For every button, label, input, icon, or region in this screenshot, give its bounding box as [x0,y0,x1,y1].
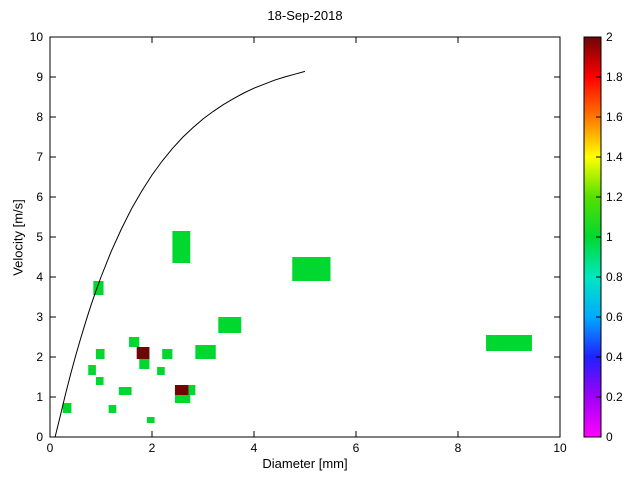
y-tick-label: 6 [36,190,43,204]
y-tick-label: 1 [36,390,43,404]
plot-box [49,36,561,438]
heatmap-cell [146,417,155,423]
heatmap-cell [157,367,165,375]
colorbar-tick-label: 0.8 [606,270,623,284]
heatmap-cell [292,257,331,281]
x-tick-label: 2 [149,441,156,455]
colorbar-tick-label: 0.4 [606,350,623,364]
colorbar-tick-label: 1.6 [606,110,623,124]
y-tick-label: 2 [36,350,43,364]
heatmap-cell [174,385,189,395]
x-tick-label: 4 [251,441,258,455]
terminal-velocity-curve [54,70,306,438]
heatmap-cell [139,359,150,369]
heatmap-cell [95,377,104,385]
heatmap-cell [188,385,196,395]
colorbar-tick-label: 0 [606,430,613,444]
colorbar-tick-label: 1.8 [606,70,623,84]
y-tick-label: 4 [36,270,43,284]
y-tick-label: 8 [36,110,43,124]
heatmap-cell [136,347,150,359]
y-tick-label: 5 [36,230,43,244]
y-tick-label: 3 [36,310,43,324]
heatmap-cell [195,345,216,359]
heatmap-cell [95,349,105,359]
heatmap-cell [174,395,191,403]
heatmap-cell [218,317,242,333]
y-tick-label: 7 [36,150,43,164]
colorbar-tick-label: 2 [606,30,613,44]
heatmap-cell [172,231,191,263]
heatmap-cell [118,387,132,395]
y-axis-label: Velocity [m/s] [10,199,26,276]
heatmap-cell [88,365,96,375]
colorbar-tick-label: 1.4 [606,150,623,164]
heatmap-cell [93,281,104,295]
x-tick-label: 8 [455,441,462,455]
heatmap-cell [108,405,117,413]
x-tick-label: 10 [553,441,567,455]
heatmap-cell [162,349,173,359]
y-tick-label: 10 [30,30,44,44]
x-tick-label: 0 [47,441,54,455]
colorbar-tick-label: 1.2 [606,190,623,204]
heatmap-cell [129,337,140,347]
x-axis-label: Diameter [mm] [262,456,348,471]
y-tick-label: 9 [36,70,43,84]
x-tick-label: 6 [353,441,360,455]
colorbar-tick-label: 0.6 [606,310,623,324]
colorbar-tick-label: 1 [606,230,613,244]
heatmap-cell [62,403,72,413]
colorbar-tick-label: 0.2 [606,390,623,404]
heatmap-cell [486,335,532,351]
y-tick-label: 0 [36,430,43,444]
chart-title: 18-Sep-2018 [267,8,343,23]
